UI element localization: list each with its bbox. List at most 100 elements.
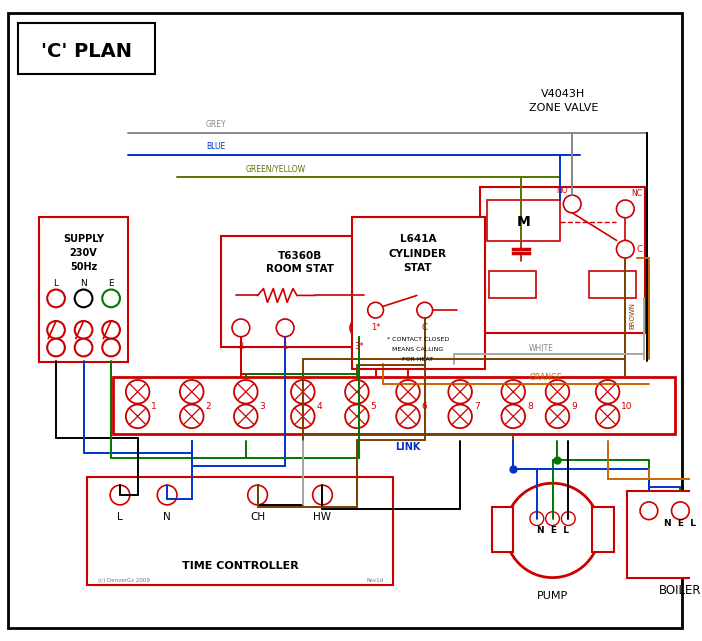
Text: L: L [117, 512, 123, 522]
Bar [39, 217, 128, 362]
Circle shape [530, 512, 544, 526]
Text: BLUE: BLUE [206, 142, 226, 151]
Text: 'C' PLAN: 'C' PLAN [41, 42, 132, 61]
Text: MEANS CALLING: MEANS CALLING [392, 347, 444, 352]
Text: (c) DenverGz 2009: (c) DenverGz 2009 [98, 578, 150, 583]
Text: ORANGE: ORANGE [529, 373, 562, 382]
Text: HW: HW [314, 512, 331, 522]
Circle shape [545, 512, 559, 526]
Bar [113, 377, 675, 434]
Bar [489, 271, 536, 298]
Bar [589, 271, 636, 298]
Circle shape [672, 502, 689, 520]
Text: 5: 5 [371, 402, 376, 411]
Text: 7: 7 [474, 402, 479, 411]
Text: N  E  L: N E L [536, 526, 569, 535]
Text: ROOM STAT: ROOM STAT [266, 264, 334, 274]
Text: * CONTACT CLOSED: * CONTACT CLOSED [387, 337, 449, 342]
Text: N: N [80, 279, 87, 288]
Circle shape [396, 380, 420, 404]
Text: STAT: STAT [404, 263, 432, 273]
Text: 4: 4 [317, 402, 322, 411]
Circle shape [126, 404, 150, 428]
Circle shape [248, 485, 267, 505]
Text: 50Hz: 50Hz [70, 262, 97, 272]
Circle shape [616, 200, 634, 218]
Circle shape [110, 485, 130, 505]
Text: 2: 2 [206, 402, 211, 411]
Text: 3*: 3* [354, 342, 364, 351]
Circle shape [345, 380, 369, 404]
Text: C: C [636, 245, 642, 254]
Bar [628, 491, 702, 578]
Circle shape [345, 404, 369, 428]
Text: WHITE: WHITE [529, 344, 553, 353]
Circle shape [291, 404, 314, 428]
Circle shape [312, 485, 332, 505]
Text: 1: 1 [152, 402, 157, 411]
Text: 1: 1 [282, 342, 288, 351]
Bar [352, 217, 484, 369]
Bar [491, 507, 513, 552]
Text: LINK: LINK [395, 442, 420, 452]
Circle shape [501, 404, 525, 428]
Circle shape [74, 290, 93, 307]
Circle shape [277, 319, 294, 337]
Text: 1*: 1* [371, 323, 380, 332]
Text: 3: 3 [260, 402, 265, 411]
Circle shape [545, 404, 569, 428]
Circle shape [74, 321, 93, 338]
Circle shape [449, 404, 472, 428]
Text: SUPPLY: SUPPLY [63, 235, 104, 244]
Text: Rev1d: Rev1d [366, 578, 383, 583]
Circle shape [180, 380, 204, 404]
Circle shape [449, 380, 472, 404]
Circle shape [396, 404, 420, 428]
Circle shape [47, 338, 65, 356]
Circle shape [640, 502, 658, 520]
Text: T6360B: T6360B [278, 251, 322, 261]
Text: 6: 6 [422, 402, 428, 411]
Text: CH: CH [250, 512, 265, 522]
Circle shape [234, 380, 258, 404]
Text: L: L [53, 279, 58, 288]
Text: FOR HEAT: FOR HEAT [402, 357, 433, 362]
Bar [86, 478, 393, 585]
Text: ZONE VALVE: ZONE VALVE [529, 103, 598, 113]
Circle shape [102, 338, 120, 356]
Text: BROWN: BROWN [629, 302, 635, 329]
Text: TIME CONTROLLER: TIME CONTROLLER [182, 561, 298, 570]
Text: BOILER: BOILER [659, 584, 701, 597]
Bar [221, 237, 378, 347]
Circle shape [417, 303, 432, 318]
Text: V4043H: V4043H [541, 89, 585, 99]
Text: NC: NC [632, 189, 642, 198]
Circle shape [47, 290, 65, 307]
Bar [486, 200, 560, 242]
Circle shape [501, 380, 525, 404]
Circle shape [596, 404, 619, 428]
Text: C: C [422, 323, 428, 332]
Circle shape [126, 380, 150, 404]
Text: 230V: 230V [69, 248, 98, 258]
Text: N  E  L: N E L [664, 519, 696, 528]
Circle shape [596, 380, 619, 404]
Bar [479, 187, 645, 333]
Text: M: M [517, 215, 531, 229]
Circle shape [350, 319, 368, 337]
Circle shape [234, 404, 258, 428]
Circle shape [545, 380, 569, 404]
Text: N: N [164, 512, 171, 522]
Circle shape [562, 512, 575, 526]
Circle shape [157, 485, 177, 505]
Circle shape [505, 483, 600, 578]
Circle shape [102, 321, 120, 338]
Bar [592, 507, 614, 552]
Bar [18, 23, 155, 74]
Text: NO: NO [557, 186, 568, 195]
Text: L641A: L641A [399, 235, 436, 244]
Text: CYLINDER: CYLINDER [389, 249, 447, 259]
Text: PUMP: PUMP [537, 592, 568, 601]
Circle shape [368, 303, 383, 318]
Circle shape [74, 338, 93, 356]
